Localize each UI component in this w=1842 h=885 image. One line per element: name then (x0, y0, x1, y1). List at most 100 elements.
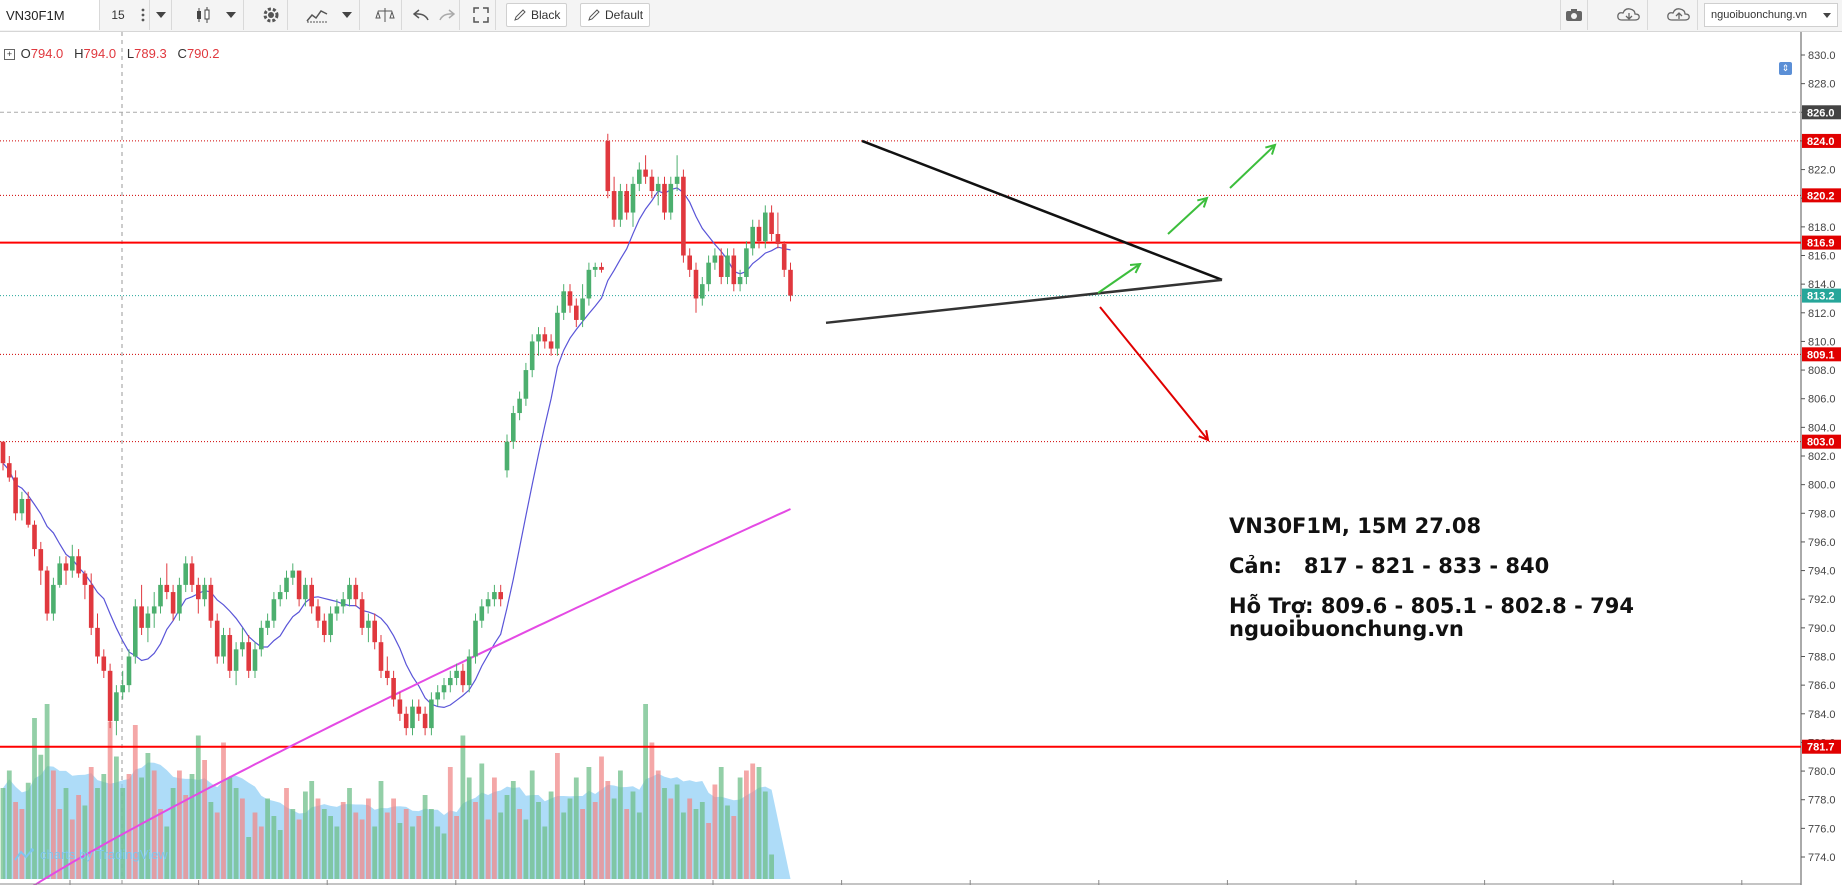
volume-bar (309, 781, 315, 879)
candle-body (63, 563, 69, 571)
volume-bar (473, 802, 478, 879)
y-tick-label: 812.0 (1808, 308, 1836, 320)
candle-body (44, 570, 50, 614)
volume-bar (378, 781, 384, 879)
candle-body (542, 334, 548, 342)
symbol-input[interactable]: VN30F1M (0, 0, 100, 30)
cloud-upload-icon[interactable] (1660, 0, 1698, 30)
volume-bar (139, 777, 144, 879)
volume-bar (227, 777, 233, 879)
interval-selector[interactable]: 15 (111, 8, 125, 22)
candle-body (706, 262, 711, 285)
volume-bar (725, 805, 730, 879)
volume-bar (662, 788, 667, 879)
indicators-chevron-icon[interactable] (334, 0, 360, 30)
volume-bar (655, 770, 661, 879)
candle-body (25, 498, 31, 525)
y-tick-label: 810.0 (1808, 336, 1836, 348)
candle-body (378, 642, 384, 671)
volume-bar (32, 718, 37, 879)
volume-bar (517, 809, 522, 879)
price-label-text: 826.0 (1807, 107, 1835, 119)
style-black-button[interactable]: Black (506, 3, 568, 27)
volume-bar (397, 823, 403, 879)
y-tick-label: 822.0 (1808, 165, 1836, 177)
volume-bar (271, 816, 277, 879)
y-tick-label: 796.0 (1808, 537, 1836, 549)
price-label-tag (1802, 105, 1841, 120)
domain-chevron-icon (1823, 12, 1831, 18)
candle-body (731, 255, 737, 285)
volume-bar (410, 826, 415, 879)
ma-fast-line (2, 187, 791, 709)
bull-arrow-1-head (1129, 262, 1142, 274)
cloud-download-icon[interactable] (1610, 0, 1648, 30)
legend-expand-icon[interactable]: + (4, 49, 15, 60)
y-tick-label: 794.0 (1808, 566, 1836, 578)
domain-selector[interactable]: nguoibuonchung.vn (1704, 3, 1838, 27)
price-label-tag (1802, 347, 1841, 362)
fullscreen-icon[interactable] (466, 0, 496, 30)
price-label-text: 824.0 (1807, 136, 1835, 148)
undo-icon[interactable] (408, 0, 434, 30)
candle-body (284, 577, 289, 593)
candle-body (145, 613, 151, 628)
candle-body (7, 463, 12, 478)
candle-body (536, 334, 541, 342)
candle-body (517, 398, 522, 414)
volume-bar (706, 823, 711, 879)
tradingview-watermark[interactable]: charts by TradingView (14, 847, 168, 862)
volume-bar (599, 756, 604, 879)
volume-bar (57, 809, 63, 879)
chart-type-chevron-icon[interactable] (218, 0, 244, 30)
annotation-support: Hỗ Trợ: 809.6 - 805.1 - 802.8 - 794 (1229, 594, 1634, 618)
volume-bar (177, 770, 182, 879)
volume-bar (95, 788, 100, 879)
volume-bar (555, 753, 560, 879)
volume-bar (592, 802, 598, 879)
volume-bar (246, 837, 252, 879)
volume-bar (347, 788, 352, 879)
more-vertical-icon[interactable] (136, 0, 150, 30)
y-tick-label: 786.0 (1808, 680, 1836, 692)
volume-bar (504, 795, 510, 879)
volume-bar (164, 826, 170, 879)
candle-body (139, 606, 144, 628)
candlestick-icon[interactable] (188, 0, 218, 30)
candle-body (592, 266, 598, 270)
camera-icon[interactable] (1560, 0, 1588, 30)
style-icon (514, 9, 526, 21)
volume-bar (441, 833, 447, 879)
tradingview-logo-icon (14, 847, 34, 861)
collapse-scale-icon[interactable]: ⇕ (1779, 62, 1792, 75)
bear-arrow-head (1198, 429, 1210, 442)
candle-body (334, 606, 340, 614)
candle-body (567, 291, 573, 306)
volume-bar (624, 809, 630, 879)
candle-body (504, 441, 510, 471)
volume-bar (737, 777, 743, 879)
candle-body (385, 670, 390, 678)
candle-body (674, 176, 680, 184)
candle-body (290, 570, 296, 578)
gear-icon[interactable] (254, 0, 288, 30)
chevron-down-icon[interactable] (150, 0, 172, 30)
y-tick-label: 830.0 (1808, 50, 1836, 62)
candle-body (775, 234, 781, 245)
candle-body (712, 255, 718, 263)
redo-icon[interactable] (434, 0, 460, 30)
bull-arrow-1-shaft (1097, 263, 1141, 294)
volume-bar (19, 809, 25, 879)
candle-body (397, 699, 403, 714)
price-label-tag (1802, 235, 1841, 250)
candle-body (265, 620, 270, 628)
compare-icon[interactable] (368, 0, 402, 30)
volume-bar (107, 721, 113, 879)
volume-bar (485, 819, 491, 879)
price-chart[interactable]: 830.0828.0826.0824.0822.0820.0818.0816.0… (0, 32, 1842, 885)
indicators-icon[interactable] (300, 0, 334, 30)
template-default-button[interactable]: Default (580, 3, 651, 27)
price-label-text: 820.2 (1807, 190, 1835, 202)
candle-body (781, 244, 787, 270)
candle-body (410, 706, 415, 729)
